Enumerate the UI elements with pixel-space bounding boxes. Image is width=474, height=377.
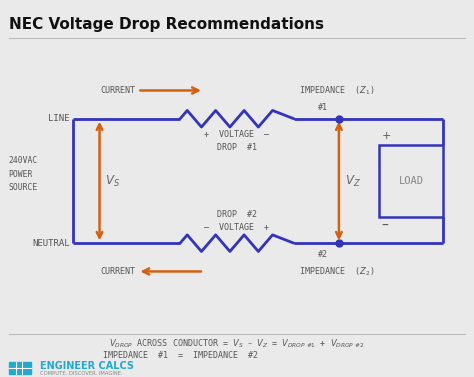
Text: –: –	[382, 219, 389, 233]
Text: SOURCE: SOURCE	[9, 183, 38, 192]
Text: CURRENT: CURRENT	[100, 267, 135, 276]
Text: ENGINEER CALCS: ENGINEER CALCS	[40, 362, 134, 371]
Bar	[9, 362, 31, 374]
Text: $V_Z$: $V_Z$	[345, 173, 360, 188]
Text: IMPEDANCE  ($Z_1$): IMPEDANCE ($Z_1$)	[299, 84, 374, 97]
Text: +  VOLTAGE  –: + VOLTAGE –	[204, 130, 270, 139]
Text: 240VAC: 240VAC	[9, 156, 38, 165]
Text: #2: #2	[318, 250, 328, 259]
Bar	[379, 145, 443, 217]
Text: DROP  #1: DROP #1	[217, 143, 257, 152]
Text: $V_{DROP}$ ACROSS CONDUCTOR = $V_S$ – $V_Z$ = $V_{DROP\ \#1}$ + $V_{DROP\ \#2}$: $V_{DROP}$ ACROSS CONDUCTOR = $V_S$ – $V…	[109, 338, 365, 351]
Text: +: +	[382, 131, 391, 141]
Text: #1: #1	[318, 103, 328, 112]
Text: IMPEDANCE  #1  =  IMPEDANCE  #2: IMPEDANCE #1 = IMPEDANCE #2	[102, 351, 258, 360]
Text: DROP  #2: DROP #2	[217, 210, 257, 219]
Text: COMPUTE. DISCOVER. IMAGINE.: COMPUTE. DISCOVER. IMAGINE.	[40, 371, 123, 376]
Text: POWER: POWER	[9, 170, 33, 179]
Text: –  VOLTAGE  +: – VOLTAGE +	[204, 223, 270, 232]
Text: CURRENT: CURRENT	[100, 86, 135, 95]
Text: NEC Voltage Drop Recommendations: NEC Voltage Drop Recommendations	[9, 17, 325, 32]
Text: IMPEDANCE  ($Z_2$): IMPEDANCE ($Z_2$)	[299, 265, 374, 278]
Text: LINE: LINE	[48, 114, 70, 123]
Text: NEUTRAL: NEUTRAL	[32, 239, 70, 248]
Text: LOAD: LOAD	[399, 176, 424, 186]
Text: $V_S$: $V_S$	[105, 173, 120, 188]
